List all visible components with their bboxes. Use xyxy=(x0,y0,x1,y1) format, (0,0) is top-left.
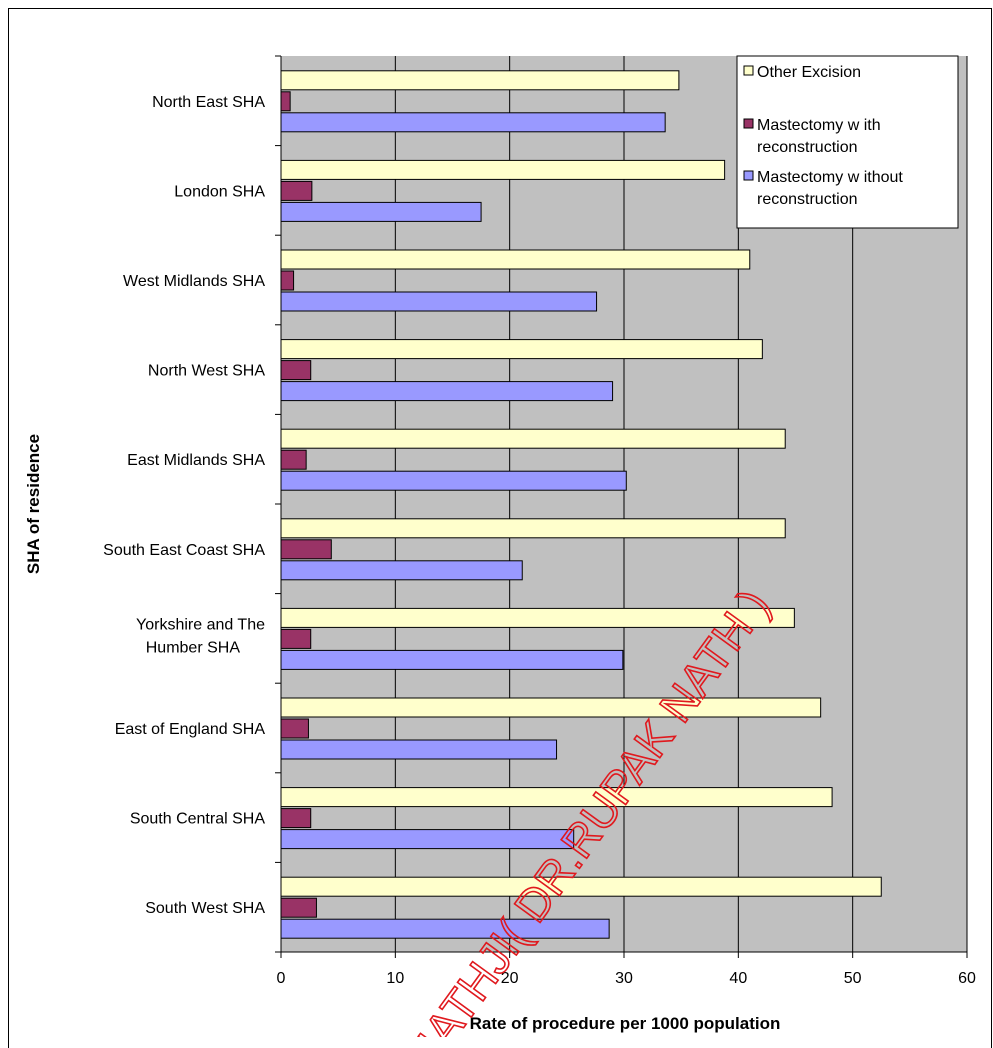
bar-3-5 xyxy=(280,470,627,491)
category-label-10: South West SHA xyxy=(145,900,265,917)
category-label-7: Yorkshire and The Humber SHA xyxy=(136,616,265,656)
legend-label-3: reconstruction xyxy=(757,191,858,208)
bar-2-6 xyxy=(280,539,332,560)
x-tick-label-10: 10 xyxy=(386,970,404,987)
category-label-3: West Midlands SHA xyxy=(123,273,265,290)
legend: Other Excision Mastectomy w ith reconstruc… xyxy=(736,55,959,229)
x-tick-label-60: 60 xyxy=(958,970,976,987)
legend-label-3: Mastectomy w ithout xyxy=(757,169,903,186)
bar-1-1 xyxy=(280,70,680,91)
legend-swatch-1 xyxy=(743,65,754,76)
legend-swatch-3 xyxy=(743,170,754,181)
bar-1-6 xyxy=(280,518,786,539)
x-tick-label-40: 40 xyxy=(729,970,747,987)
bar-3-1 xyxy=(280,112,666,133)
bar-3-8 xyxy=(280,739,558,760)
bar-2-4 xyxy=(280,360,312,381)
category-label-line: Yorkshire and The xyxy=(136,616,265,633)
bar-1-8 xyxy=(280,697,822,718)
axes: North East SHA London SHA West Midlands SH… xyxy=(103,55,976,987)
x-tick-label-20: 20 xyxy=(501,970,519,987)
bar-3-4 xyxy=(280,381,614,402)
bar-2-7 xyxy=(280,628,312,649)
x-tick-label-50: 50 xyxy=(844,970,862,987)
bar-2-1 xyxy=(280,91,291,112)
category-label-4: North West SHA xyxy=(148,363,265,380)
bar-3-9 xyxy=(280,829,575,850)
x-tick-label-30: 30 xyxy=(615,970,633,987)
legend-label-2: reconstruction xyxy=(757,139,858,156)
x-tick-label-0: 0 xyxy=(277,970,286,987)
legend-swatch-2 xyxy=(743,118,754,129)
bar-3-10 xyxy=(280,918,610,939)
bar-2-3 xyxy=(280,270,295,291)
x-axis-title: Rate of procedure per 1000 population xyxy=(470,1014,781,1033)
bar-2-8 xyxy=(280,718,309,739)
bar-3-2 xyxy=(280,201,482,222)
bar-2-10 xyxy=(280,897,317,918)
bar-2-9 xyxy=(280,808,312,829)
bar-2-5 xyxy=(280,449,307,470)
chart-frame xyxy=(8,8,992,1048)
bar-3-6 xyxy=(280,560,523,581)
category-label-2: London SHA xyxy=(174,183,265,200)
bar-1-4 xyxy=(280,339,763,360)
category-label-1: North East SHA xyxy=(152,94,265,111)
bar-1-9 xyxy=(280,787,833,808)
legend-label-1: Other Excision xyxy=(757,64,861,81)
bar-3-3 xyxy=(280,291,598,312)
category-label-line: Humber SHA xyxy=(146,639,241,656)
category-label-5: East Midlands SHA xyxy=(127,452,265,469)
bar-3-7 xyxy=(280,649,624,670)
legend-label-2: Mastectomy w ith xyxy=(757,117,881,134)
legend-box xyxy=(736,55,959,229)
bar-2-2 xyxy=(280,180,313,201)
bar-1-3 xyxy=(280,249,751,270)
category-label-9: South Central SHA xyxy=(130,811,266,828)
bars xyxy=(280,70,882,939)
bar-1-5 xyxy=(280,428,786,449)
bar-1-2 xyxy=(280,159,726,180)
category-label-8: East of England SHA xyxy=(115,721,266,738)
y-axis-title: SHA of residence xyxy=(24,434,43,574)
category-label-6: South East Coast SHA xyxy=(103,542,265,559)
